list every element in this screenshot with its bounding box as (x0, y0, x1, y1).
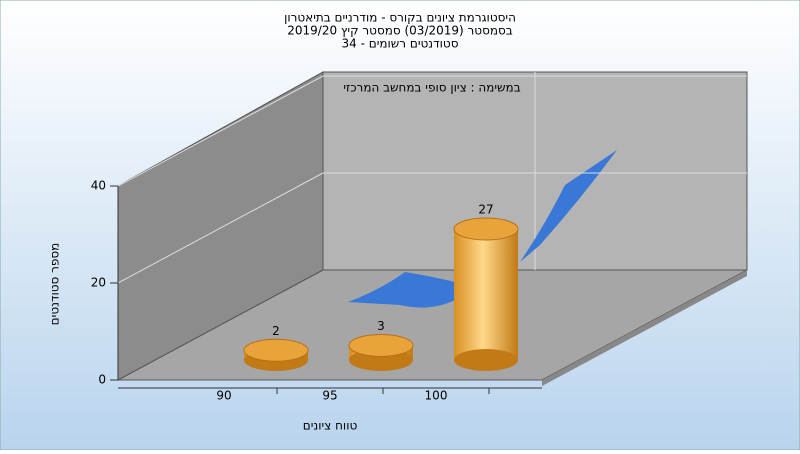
distribution-curve (348, 150, 617, 308)
x-tick-label: 95 (322, 389, 337, 403)
x-tick-label: 100 (425, 389, 448, 403)
data-label: 3 (377, 319, 385, 333)
data-label: 27 (478, 203, 493, 217)
grid-line (117, 172, 324, 284)
chart-title: היסטוגרמת ציונים בקורס - מודרניים בתיאטר… (284, 11, 516, 25)
bar-bottom (454, 349, 518, 371)
bar-top (243, 338, 309, 362)
chart-subtitle: סטודנטים רשומים - 34 (341, 37, 458, 51)
bar-top (348, 333, 414, 357)
x-tick-label: 90 (216, 389, 231, 403)
y-tick-label: 20 (91, 276, 106, 290)
floor-edge (542, 270, 747, 386)
annotation: במשימה : ציון סופי במחשב המרכזי (343, 81, 520, 95)
grid-line (117, 75, 324, 187)
y-axis-label: מספר סטודנטים (48, 243, 62, 326)
y-tick-label: 40 (91, 179, 106, 193)
bar (454, 229, 518, 360)
x-axis-label: טווח ציונים (303, 419, 358, 433)
bar-top (453, 217, 519, 241)
y-tick-label: 0 (98, 373, 106, 387)
chart-subtitle: בסמסטר (03/2019) סמסטר קיץ 2019/20 (287, 24, 513, 38)
data-label: 2 (272, 324, 280, 338)
